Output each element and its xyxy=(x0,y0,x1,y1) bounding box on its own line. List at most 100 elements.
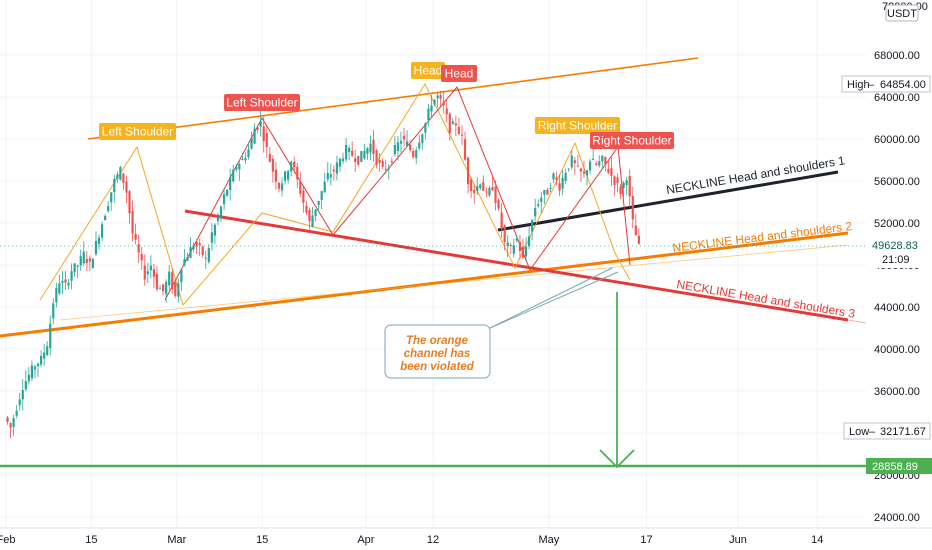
candle-body xyxy=(576,165,579,167)
low-price-badge: Low – 32171.67 xyxy=(843,422,931,440)
left-shoulder-label-1[interactable]: Left Shoulder xyxy=(99,123,176,140)
candle-body xyxy=(405,141,409,146)
candle-body xyxy=(213,224,217,236)
candle-body xyxy=(488,187,491,196)
candle-body xyxy=(445,108,448,115)
candle-body xyxy=(277,182,281,189)
candle-body xyxy=(161,284,165,292)
candle-body xyxy=(332,169,335,172)
orange-helper-line xyxy=(59,244,849,321)
time-tick-label: May xyxy=(539,534,560,546)
candle-body xyxy=(610,168,613,176)
candle-body xyxy=(198,242,201,246)
neckline-3-label[interactable]: NECKLINE Head and shoulders 3 xyxy=(676,277,857,321)
svg-text:–: – xyxy=(868,79,875,91)
chart-grid xyxy=(0,0,866,528)
candle-body xyxy=(143,265,146,280)
candle-body xyxy=(152,269,156,277)
candle-body xyxy=(527,236,531,246)
candle-body xyxy=(344,144,348,160)
svg-text:64854.00: 64854.00 xyxy=(880,79,926,91)
candle-body xyxy=(229,177,232,191)
candle-body xyxy=(598,161,601,166)
head-label-1[interactable]: Head xyxy=(411,62,445,79)
price-tick-label: 64000.00 xyxy=(874,92,920,104)
candle-body xyxy=(552,173,555,180)
candle-body xyxy=(171,272,174,290)
candle-body xyxy=(222,194,226,205)
candle-body xyxy=(280,183,284,191)
candle-body xyxy=(238,164,241,170)
svg-text:Left Shoulder: Left Shoulder xyxy=(226,96,297,110)
left-shoulder-label-2[interactable]: Left Shoulder xyxy=(224,94,300,111)
candle-body xyxy=(601,155,604,162)
price-tick-label: 36000.00 xyxy=(874,386,920,398)
candle-body xyxy=(351,150,354,156)
head-label-2[interactable]: Head xyxy=(441,65,477,82)
time-tick-label: Feb xyxy=(0,534,15,546)
candle-body xyxy=(195,241,198,247)
candle-body xyxy=(546,189,549,195)
candle-body xyxy=(12,418,15,427)
candle-body xyxy=(100,224,104,238)
candle-body xyxy=(290,161,293,172)
candle-body xyxy=(104,215,107,221)
svg-text:Left Shoulder: Left Shoulder xyxy=(102,125,173,139)
price-tick-label: 56000.00 xyxy=(874,176,920,188)
candle-body xyxy=(393,144,396,155)
candle-body xyxy=(384,168,387,170)
candle-body xyxy=(524,246,528,257)
candle-body xyxy=(244,157,247,161)
time-tick-label: 17 xyxy=(640,534,652,546)
candle-body xyxy=(155,273,159,290)
candle-body xyxy=(326,172,329,180)
candle-body xyxy=(457,127,461,134)
candle-body xyxy=(302,190,305,203)
candle-body xyxy=(76,265,79,267)
candle-body xyxy=(128,191,131,214)
candle-body xyxy=(15,410,18,416)
channel-violated-note[interactable]: The orange channel has been violated xyxy=(384,324,491,379)
candle-body xyxy=(399,140,403,144)
candle-body xyxy=(460,134,464,136)
candle-body xyxy=(619,186,622,195)
candle-body xyxy=(43,352,46,359)
neckline-1-line[interactable] xyxy=(497,170,839,232)
candle-body xyxy=(85,258,88,264)
svg-text:28858.89: 28858.89 xyxy=(872,461,918,473)
candle-body xyxy=(482,181,485,192)
candle-body xyxy=(476,186,479,191)
candle-body xyxy=(515,238,518,241)
candle-body xyxy=(137,244,140,253)
note-pointer-line-1 xyxy=(489,267,613,329)
time-tick-label: Apr xyxy=(357,534,374,546)
candle-body xyxy=(360,151,363,162)
orange-channel-upper-line[interactable] xyxy=(87,57,699,140)
candle-body xyxy=(503,225,506,243)
candle-body xyxy=(207,248,210,262)
candle-body xyxy=(396,142,400,151)
candle-body xyxy=(311,215,314,227)
currency-badge[interactable]: USDT xyxy=(885,4,919,22)
candle-body xyxy=(329,174,332,178)
candle-body xyxy=(582,171,586,174)
right-shoulder-label-1[interactable]: Right Shoulder xyxy=(535,117,620,134)
candle-body xyxy=(613,176,616,186)
candle-body xyxy=(30,365,34,379)
candle-body xyxy=(427,108,430,121)
candle-body xyxy=(110,192,113,203)
right-shoulder-label-2[interactable]: Right Shoulder xyxy=(590,132,674,149)
orange-channel-lower-line[interactable] xyxy=(0,231,849,338)
candle-body xyxy=(268,154,271,162)
candle-body xyxy=(433,99,436,105)
candle-body xyxy=(125,181,128,193)
candle-body xyxy=(61,280,64,283)
candle-body xyxy=(436,95,439,99)
candle-body xyxy=(67,282,70,286)
candle-body xyxy=(131,210,134,234)
candle-body xyxy=(506,242,509,247)
candle-body xyxy=(299,181,302,194)
candle-body xyxy=(497,200,500,209)
candle-body xyxy=(180,269,183,283)
